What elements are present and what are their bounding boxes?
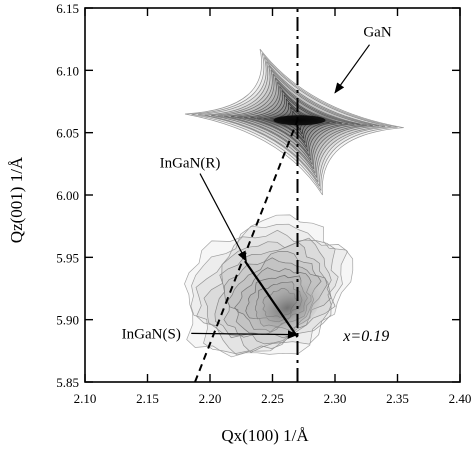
annotation-arrow <box>334 44 370 94</box>
ingan-contour-line <box>203 237 336 353</box>
ingan-contour-line <box>195 229 339 356</box>
x-tick-label: 2.20 <box>199 391 222 406</box>
x-tick-label: 2.30 <box>324 391 347 406</box>
y-tick-label: 6.10 <box>56 63 79 78</box>
y-tick-label: 6.00 <box>56 188 79 203</box>
y-tick-label: 5.95 <box>56 250 79 265</box>
y-tick-label: 6.05 <box>56 126 79 141</box>
annotation-label: x=0.19 <box>342 328 389 345</box>
guide-lines <box>194 8 299 382</box>
y-tick-label: 5.90 <box>56 313 79 328</box>
ingan-peak-core <box>244 278 321 337</box>
y-axis-title: Qz(001) 1/Å <box>7 156 26 243</box>
x-tick-label: 2.10 <box>74 391 97 406</box>
x-axis-ticks: 2.10 2.15 2.20 2.25 2.30 2.35 2.40 <box>74 8 472 406</box>
annotation-arrow <box>199 173 247 263</box>
y-tick-label: 5.85 <box>56 375 79 390</box>
annotation-label: InGaN(R) <box>160 156 221 172</box>
annotation-label: InGaN(S) <box>122 326 181 342</box>
y-axis-ticks: 5.85 5.90 5.95 6.00 6.05 6.10 6.15 <box>56 1 460 390</box>
x-tick-label: 2.40 <box>449 391 472 406</box>
annotation-arrow <box>191 330 299 339</box>
y-tick-label: 6.15 <box>56 1 79 16</box>
x-tick-label: 2.15 <box>136 391 159 406</box>
x-tick-label: 2.35 <box>386 391 409 406</box>
ingan-contour-line <box>184 214 354 358</box>
annotation-label: GaN <box>363 25 391 41</box>
relaxation-line <box>194 119 299 382</box>
x-axis-title: Qx(100) 1/Å <box>221 426 309 445</box>
ingan-contour-line <box>190 223 348 354</box>
gan-contours <box>184 48 404 196</box>
x-tick-label: 2.25 <box>261 391 284 406</box>
gan-peak-center <box>273 115 326 126</box>
ingan-R-to-S <box>244 260 299 338</box>
plot-content <box>184 48 404 358</box>
ingan-contours <box>184 214 354 358</box>
annotations: GaN InGaN(R) InGaN(S) x=0.19 <box>122 25 392 345</box>
